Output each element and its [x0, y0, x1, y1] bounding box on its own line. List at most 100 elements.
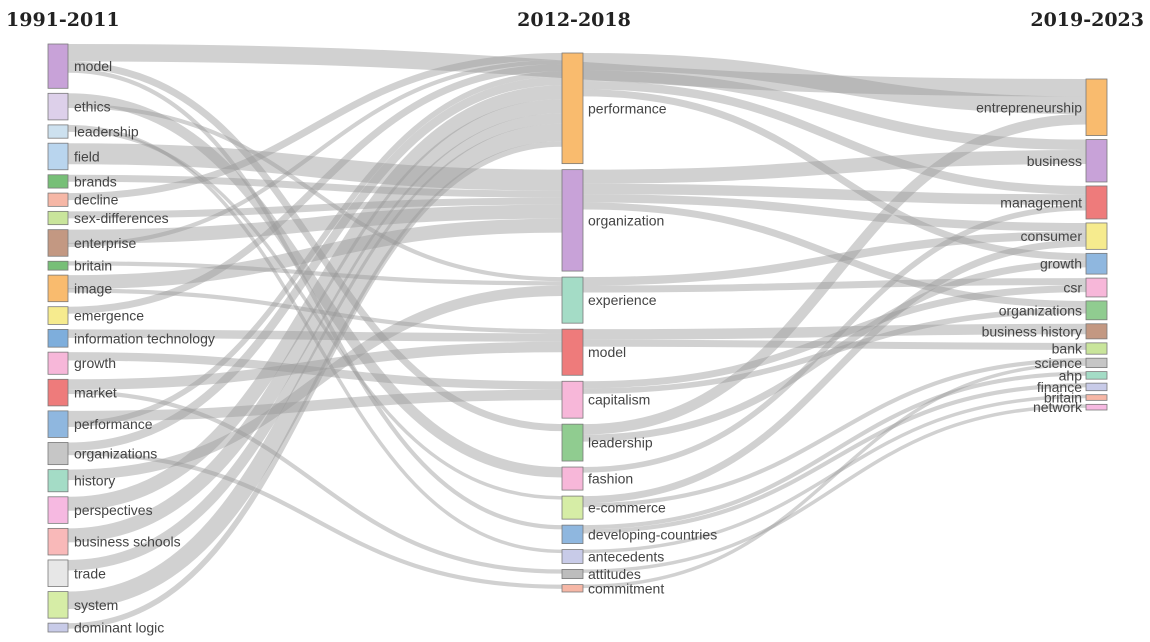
node-0-13: market: [47, 378, 117, 407]
flow-link: [582, 285, 1087, 389]
node-label: growth: [1040, 256, 1082, 272]
node-rect: [47, 559, 69, 587]
flow-link: [67, 285, 563, 481]
node-label: perspectives: [74, 502, 153, 518]
flow-link: [582, 183, 1087, 205]
node-rect: [47, 469, 69, 493]
node-rect: [47, 410, 69, 438]
flow-link: [582, 371, 1087, 530]
node-label: e-commerce: [588, 500, 666, 516]
node-0-20: system: [47, 591, 118, 619]
flow-link: [67, 113, 563, 571]
node-2-6: organizations: [999, 300, 1108, 321]
period-title-3: 2019-2023: [1030, 9, 1144, 31]
flow-link: [67, 389, 563, 422]
node-label: performance: [588, 100, 667, 116]
node-1-9: antecedents: [561, 548, 664, 564]
node-label: business: [1027, 153, 1082, 169]
node-label: ahp: [1059, 367, 1083, 383]
node-rect: [47, 210, 69, 226]
flow-link: [67, 53, 563, 201]
flow-link: [582, 307, 1087, 394]
flow-link: [582, 239, 1087, 504]
node-0-10: emergence: [47, 306, 144, 325]
node-1-11: commitment: [561, 580, 664, 596]
node-2-4: growth: [1040, 252, 1108, 275]
node-label: antecedents: [588, 548, 664, 564]
node-label: business schools: [74, 534, 181, 550]
flow-link: [67, 128, 563, 500]
flow-link: [582, 114, 1087, 435]
node-label: bank: [1052, 341, 1083, 357]
node-label: decline: [74, 192, 119, 208]
node-label: science: [1035, 355, 1083, 371]
flow-link: [67, 450, 563, 589]
flow-link: [67, 64, 563, 314]
links-layer: [67, 44, 1087, 629]
flow-link: [67, 141, 563, 629]
node-2-0: entrepreneurship: [976, 78, 1108, 136]
node-rect: [561, 549, 584, 564]
node-0-16: history: [47, 469, 115, 493]
flow-link: [582, 204, 1087, 473]
flow-link: [67, 124, 563, 554]
flow-link: [67, 204, 563, 244]
node-label: information technology: [74, 330, 215, 346]
flow-link: [67, 341, 563, 390]
period-titles: 1991-2011 2012-2018 2019-2023: [6, 9, 1144, 31]
node-rect: [1085, 357, 1108, 369]
node-rect: [47, 124, 69, 139]
node-rect: [1085, 323, 1108, 340]
node-rect: [1085, 222, 1108, 250]
flow-link: [582, 260, 1087, 442]
node-0-11: information technology: [47, 329, 215, 348]
flow-link: [67, 76, 563, 451]
node-label: commitment: [588, 580, 664, 596]
node-rect: [47, 174, 69, 189]
node-rect: [47, 142, 69, 171]
node-label: network: [1033, 399, 1083, 415]
node-0-14: performance: [47, 410, 153, 438]
flow-link: [67, 389, 563, 574]
node-0-1: ethics: [47, 92, 111, 121]
node-label: organizations: [74, 446, 157, 462]
node-label: developing-countries: [588, 526, 717, 542]
node-rect: [561, 52, 584, 165]
flow-link: [582, 70, 1087, 151]
node-rect: [1085, 277, 1108, 298]
node-1-1: organization: [561, 169, 664, 272]
node-rect: [47, 442, 69, 466]
flow-link: [67, 68, 563, 530]
node-1-7: e-commerce: [561, 495, 666, 520]
node-rect: [1085, 78, 1108, 136]
node-2-3: consumer: [1021, 222, 1108, 250]
node-rect: [561, 584, 584, 593]
flow-link: [67, 61, 563, 432]
node-0-8: britain: [47, 258, 112, 274]
node-1-3: model: [561, 328, 626, 376]
node-label: system: [74, 597, 118, 613]
node-label: britain: [1044, 390, 1082, 406]
node-rect: [47, 260, 69, 271]
flow-link: [582, 394, 1087, 554]
node-2-7: business history: [982, 323, 1108, 340]
node-0-5: decline: [47, 192, 119, 208]
nodes-layer: model ethics leadership field brands decline s…: [47, 43, 1108, 636]
node-rect: [1085, 252, 1108, 275]
node-rect: [1085, 371, 1108, 380]
node-rect: [47, 351, 69, 375]
node-0-7: enterprise: [47, 229, 136, 257]
node-1-10: attitudes: [561, 566, 641, 582]
flow-link: [67, 93, 563, 478]
node-0-12: growth: [47, 351, 116, 375]
node-2-1: business: [1027, 139, 1108, 183]
node-label: leadership: [74, 124, 139, 140]
node-2-8: bank: [1052, 341, 1108, 357]
flow-link: [67, 288, 563, 334]
node-rect: [1085, 139, 1108, 183]
flow-link: [582, 362, 1087, 589]
flow-link: [67, 71, 563, 427]
node-0-4: brands: [47, 173, 117, 189]
node-1-6: fashion: [561, 466, 633, 491]
node-rect: [1085, 394, 1108, 401]
